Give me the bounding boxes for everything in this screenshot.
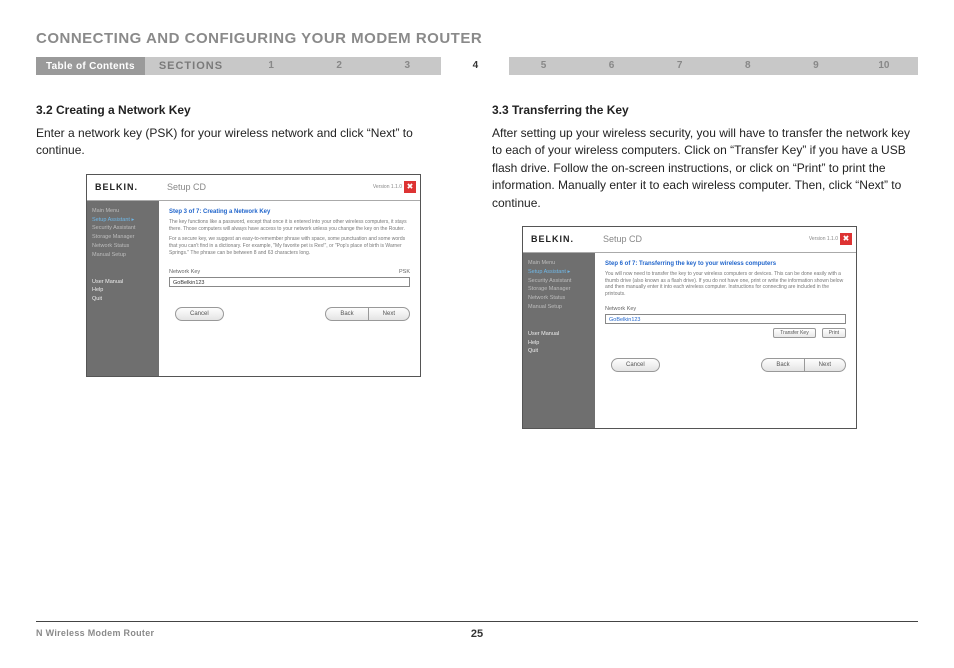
sidebar-item-help[interactable]: Help [92, 286, 154, 295]
next-button[interactable]: Next [804, 358, 846, 372]
field-label-psk: PSK [399, 269, 410, 275]
nav-item-6[interactable]: 6 [578, 57, 646, 75]
close-icon[interactable]: ✖ [404, 181, 416, 193]
sidebar-item-quit[interactable]: Quit [92, 295, 154, 304]
nav-toc[interactable]: Table of Contents [36, 57, 145, 75]
mini-brand: BELKIN. [523, 234, 595, 244]
cancel-button[interactable]: Cancel [175, 307, 224, 321]
screenshot-create-key: BELKIN. Setup CD Version 1.1.0 ✖ Main Me… [86, 174, 421, 377]
sidebar-item-usermanual[interactable]: User Manual [528, 330, 590, 339]
close-icon[interactable]: ✖ [840, 233, 852, 245]
sidebar-item-storage[interactable]: Storage Manager [528, 285, 590, 294]
mini-sidebar: Main Menu Setup Assistant ▸ Security Ass… [87, 201, 159, 376]
right-column: 3.3 Transferring the Key After setting u… [492, 103, 918, 429]
print-button[interactable]: Print [822, 328, 846, 338]
network-key-input[interactable]: GoBelkin123 [169, 277, 410, 287]
field-label-networkkey: Network Key [169, 269, 200, 275]
field-label-networkkey: Network Key [605, 306, 636, 312]
back-button[interactable]: Back [761, 358, 803, 372]
sidebar-item-quit[interactable]: Quit [528, 347, 590, 356]
nav-item-10[interactable]: 10 [850, 57, 918, 75]
page-number: 25 [471, 628, 483, 640]
sidebar-item-network[interactable]: Network Status [92, 242, 154, 251]
mini-version: Version 1.1.0 [809, 236, 838, 242]
left-body: Enter a network key (PSK) for your wirel… [36, 125, 462, 160]
sidebar-item-help[interactable]: Help [528, 339, 590, 348]
right-body: After setting up your wireless security,… [492, 125, 918, 212]
mini-window-title: Setup CD [595, 234, 809, 244]
nav-item-8[interactable]: 8 [714, 57, 782, 75]
sidebar-item-security[interactable]: Security Assistant [528, 277, 590, 286]
nav-item-2[interactable]: 2 [305, 57, 373, 75]
mini-step-title: Step 3 of 7: Creating a Network Key [169, 209, 410, 215]
nav-sections-label: SECTIONS [145, 57, 237, 75]
mini-version: Version 1.1.0 [373, 184, 402, 190]
sidebar-item-setup[interactable]: Setup Assistant ▸ [528, 268, 590, 277]
nav-numbers: 1 2 3 4 5 6 7 8 9 10 [237, 57, 918, 75]
right-heading: 3.3 Transferring the Key [492, 103, 918, 117]
page-footer: N Wireless Modem Router 25 [36, 621, 918, 640]
left-column: 3.2 Creating a Network Key Enter a netwo… [36, 103, 462, 429]
nav-bar: Table of Contents SECTIONS 1 2 3 4 5 6 7… [36, 57, 918, 75]
sidebar-item-network[interactable]: Network Status [528, 294, 590, 303]
sidebar-item-manual[interactable]: Manual Setup [528, 303, 590, 312]
sidebar-item-manual[interactable]: Manual Setup [92, 251, 154, 260]
sidebar-item-main[interactable]: Main Menu [528, 259, 590, 268]
mini-desc-1: The key functions like a password, excep… [169, 219, 410, 233]
nav-item-5[interactable]: 5 [509, 57, 577, 75]
network-key-input[interactable]: GoBelkin123 [605, 314, 846, 324]
nav-item-9[interactable]: 9 [782, 57, 850, 75]
sidebar-item-security[interactable]: Security Assistant [92, 224, 154, 233]
mini-window-title: Setup CD [159, 182, 373, 192]
sidebar-item-storage[interactable]: Storage Manager [92, 233, 154, 242]
cancel-button[interactable]: Cancel [611, 358, 660, 372]
mini-brand: BELKIN. [87, 182, 159, 192]
nav-item-3[interactable]: 3 [373, 57, 441, 75]
screenshot-transfer-key: BELKIN. Setup CD Version 1.1.0 ✖ Main Me… [522, 226, 857, 429]
back-button[interactable]: Back [325, 307, 367, 321]
mini-step-title: Step 6 of 7: Transferring the key to you… [605, 261, 846, 267]
nav-item-1[interactable]: 1 [237, 57, 305, 75]
left-heading: 3.2 Creating a Network Key [36, 103, 462, 117]
next-button[interactable]: Next [368, 307, 410, 321]
nav-item-4[interactable]: 4 [441, 57, 509, 75]
sidebar-item-usermanual[interactable]: User Manual [92, 278, 154, 287]
mini-sidebar: Main Menu Setup Assistant ▸ Security Ass… [523, 253, 595, 428]
transfer-key-button[interactable]: Transfer Key [773, 328, 815, 338]
mini-desc-1: You will now need to transfer the key to… [605, 271, 846, 298]
sidebar-item-setup[interactable]: Setup Assistant ▸ [92, 216, 154, 225]
footer-left: N Wireless Modem Router [36, 628, 471, 640]
page-title: CONNECTING AND CONFIGURING YOUR MODEM RO… [36, 30, 918, 47]
mini-desc-2: For a secure key, we suggest an easy-to-… [169, 236, 410, 256]
nav-item-7[interactable]: 7 [646, 57, 714, 75]
sidebar-item-main[interactable]: Main Menu [92, 207, 154, 216]
